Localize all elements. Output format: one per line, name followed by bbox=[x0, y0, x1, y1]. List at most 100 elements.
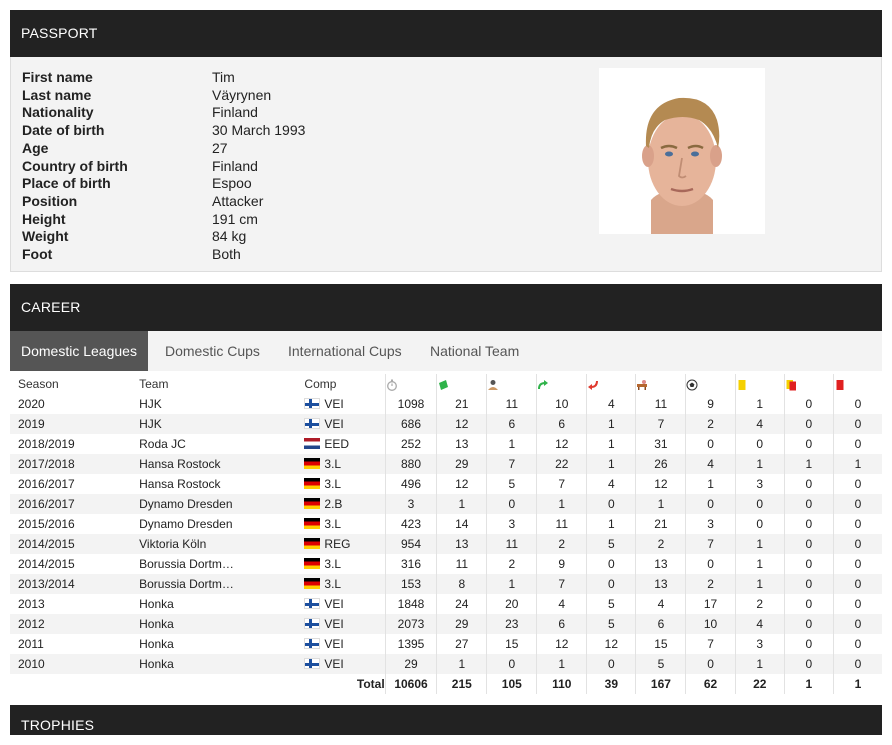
comp-cell[interactable]: VEI bbox=[304, 654, 386, 674]
red-cards-cell: 0 bbox=[832, 534, 882, 554]
passport-field-value: Väyrynen bbox=[212, 86, 272, 103]
table-row: 2020 HJK VEI 1098 21 11 10 4 11 9 1 0 0 bbox=[10, 394, 882, 414]
tab-international-cups[interactable]: International Cups bbox=[288, 343, 402, 359]
team-link[interactable]: Honka bbox=[139, 597, 174, 611]
sub-out-cell: 5 bbox=[586, 614, 636, 634]
appearances-header[interactable] bbox=[436, 374, 487, 394]
season-cell: 2016/2017 bbox=[10, 494, 140, 514]
red-cards-cell: 0 bbox=[832, 494, 882, 514]
season-cell: 2015/2016 bbox=[18, 517, 75, 531]
yellow-cards-header[interactable] bbox=[734, 374, 785, 394]
goals-cell: 10 bbox=[685, 614, 736, 634]
passport-field-value: 191 cm bbox=[212, 210, 258, 227]
yellow-red-cards-cell: 0 bbox=[783, 414, 834, 434]
comp-cell[interactable]: VEI bbox=[304, 614, 386, 634]
season-cell: 2010 bbox=[10, 654, 140, 674]
team-link[interactable]: Honka bbox=[139, 637, 174, 651]
minutes-cell: 954 bbox=[384, 534, 437, 554]
lineups-cell: 6 bbox=[486, 414, 537, 434]
team-link[interactable]: Borussia Dortm… bbox=[139, 574, 305, 594]
sub-in-cell: 10 bbox=[536, 394, 587, 414]
sub-in-cell: 4 bbox=[536, 594, 587, 614]
passport-field-label: Age bbox=[22, 139, 49, 156]
lineups-cell: 0 bbox=[486, 654, 537, 674]
sub-in-header[interactable] bbox=[536, 374, 587, 394]
lineups-header[interactable] bbox=[486, 374, 537, 394]
comp-label: VEI bbox=[324, 617, 344, 631]
country-flag-icon bbox=[304, 638, 321, 649]
total-yellow-cards: 22 bbox=[734, 674, 785, 694]
passport-field-value: 84 kg bbox=[212, 228, 247, 245]
bench-header[interactable] bbox=[635, 374, 686, 394]
goals-icon bbox=[686, 379, 698, 391]
team-link[interactable]: Dynamo Dresden bbox=[139, 517, 233, 531]
red-cards-cell: 1 bbox=[832, 454, 882, 474]
team-link[interactable]: Roda JC bbox=[139, 437, 186, 451]
comp-cell[interactable]: 3.L bbox=[304, 554, 385, 574]
sub-out-cell: 0 bbox=[586, 654, 636, 674]
team-link[interactable]: Hansa Rostock bbox=[139, 477, 221, 491]
red-cards-cell: 0 bbox=[832, 514, 882, 534]
sub-out-header[interactable] bbox=[586, 374, 636, 394]
comp-cell[interactable]: VEI bbox=[304, 414, 386, 434]
goals-header[interactable] bbox=[685, 374, 736, 394]
sub-out-cell: 4 bbox=[586, 394, 636, 414]
tab-domestic-leagues[interactable]: Domestic Leagues bbox=[10, 331, 148, 371]
passport-header: PASSPORT bbox=[10, 10, 882, 57]
red-cards-icon bbox=[836, 379, 844, 390]
lineups-cell: 11 bbox=[486, 534, 537, 554]
trophies-title: TROPHIES bbox=[21, 717, 95, 733]
team-link[interactable]: Hansa Rostock bbox=[139, 454, 305, 474]
sub-out-cell: 0 bbox=[586, 494, 636, 514]
team-link[interactable]: Dynamo Dresden bbox=[139, 494, 305, 514]
bench-cell: 1 bbox=[635, 494, 686, 514]
lineups-cell: 1 bbox=[486, 574, 537, 594]
red-cards-cell: 0 bbox=[832, 554, 882, 574]
comp-cell[interactable]: 2.B bbox=[304, 494, 386, 514]
tab-national-team[interactable]: National Team bbox=[430, 343, 520, 359]
comp-cell[interactable]: VEI bbox=[304, 634, 385, 654]
yellow-red-header[interactable] bbox=[783, 374, 834, 394]
tab-domestic-cups[interactable]: Domestic Cups bbox=[165, 343, 260, 359]
comp-cell[interactable]: 3.L bbox=[304, 574, 386, 594]
comp-cell[interactable]: VEI bbox=[304, 594, 385, 614]
comp-label: 3.L bbox=[324, 577, 342, 591]
team-link[interactable]: Viktoria Köln bbox=[139, 534, 305, 554]
total-red-cards: 1 bbox=[832, 674, 882, 694]
appearances-cell: 1 bbox=[436, 654, 487, 674]
yellow-cards-cell: 1 bbox=[734, 574, 785, 594]
red-cards-cell: 0 bbox=[832, 634, 882, 654]
sub-out-cell: 1 bbox=[586, 434, 636, 454]
appearances-cell: 13 bbox=[436, 434, 487, 454]
table-row: 2010 Honka VEI 29 1 0 1 0 5 0 1 0 0 bbox=[10, 654, 882, 674]
lineups-cell: 23 bbox=[486, 614, 537, 634]
yellow-cards-cell: 4 bbox=[734, 614, 785, 634]
team-link[interactable]: HJK bbox=[139, 414, 305, 434]
season-header[interactable]: Season bbox=[18, 377, 59, 391]
goals-cell: 0 bbox=[685, 434, 736, 454]
comp-cell[interactable]: REG bbox=[304, 534, 386, 554]
appearances-cell: 8 bbox=[436, 574, 487, 594]
team-link[interactable]: HJK bbox=[139, 397, 162, 411]
yellow-cards-cell: 2 bbox=[734, 594, 785, 614]
season-cell: 2014/2015 bbox=[10, 534, 140, 554]
total-minutes: 10606 bbox=[384, 674, 437, 694]
comp-header[interactable]: Comp bbox=[304, 377, 337, 391]
team-link[interactable]: Honka bbox=[139, 654, 305, 674]
red-cards-header[interactable] bbox=[832, 374, 882, 394]
yellow-red-cards-cell: 0 bbox=[783, 514, 834, 534]
minutes-cell: 252 bbox=[384, 434, 437, 454]
comp-cell[interactable]: 3.L bbox=[304, 474, 385, 494]
country-flag-icon bbox=[304, 478, 321, 489]
goals-cell: 9 bbox=[685, 394, 736, 414]
table-row: 2017/2018 Hansa Rostock 3.L 880 29 7 22 1 26 4 1 1 1 bbox=[10, 454, 882, 474]
comp-cell[interactable]: VEI bbox=[304, 394, 385, 414]
comp-cell[interactable]: 3.L bbox=[304, 514, 385, 534]
comp-cell[interactable]: EED bbox=[304, 434, 385, 454]
minutes-header[interactable] bbox=[384, 374, 437, 394]
team-header[interactable]: Team bbox=[139, 377, 169, 391]
table-row: 2019 HJK VEI 686 12 6 6 1 7 2 4 0 0 bbox=[10, 414, 882, 434]
team-link[interactable]: Honka bbox=[139, 614, 305, 634]
team-link[interactable]: Borussia Dortm… bbox=[139, 557, 234, 571]
comp-cell[interactable]: 3.L bbox=[304, 454, 386, 474]
